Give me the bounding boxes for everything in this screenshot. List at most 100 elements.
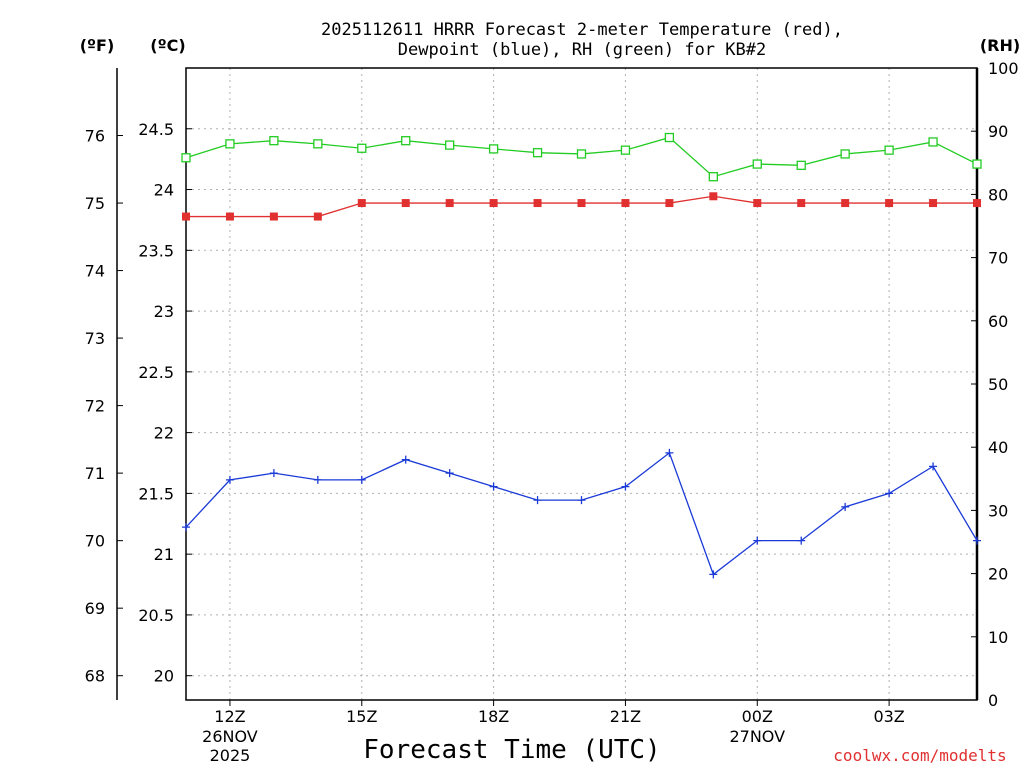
fahrenheit-tick-label: 70 — [85, 532, 105, 551]
x-tick-date: 27NOV — [729, 727, 785, 746]
temperature-point — [577, 199, 586, 208]
grid — [186, 68, 977, 700]
fahrenheit-tick-label: 72 — [85, 397, 105, 416]
rh-tick-label: 50 — [988, 375, 1008, 394]
plot-frame — [185, 67, 978, 701]
temperature-point — [973, 199, 981, 208]
x-tick-label: 15Z — [346, 707, 377, 726]
rh-point — [752, 159, 762, 169]
rh-tick-label: 40 — [988, 438, 1008, 457]
dewpoint-line — [185, 451, 978, 576]
fahrenheit-tick-label: 73 — [85, 329, 105, 348]
dewpoint-point — [225, 475, 234, 484]
rh-point — [620, 145, 631, 155]
rh-point — [313, 139, 323, 149]
rh-point — [576, 149, 587, 159]
dewpoint-point — [929, 462, 938, 471]
temperature-point — [357, 199, 366, 208]
fahrenheit-tick-label: 75 — [85, 194, 105, 213]
dewpoint-point — [445, 469, 454, 478]
rh-point — [181, 153, 191, 163]
fahrenheit-tick-label: 68 — [85, 667, 105, 686]
rh-tick-label: 90 — [988, 122, 1008, 141]
temperature-point — [797, 199, 806, 208]
dewpoint-point — [489, 482, 498, 491]
celsius-tick-label: 22 — [154, 424, 174, 443]
dewpoint-point — [533, 496, 542, 505]
dewpoint-point — [577, 496, 586, 505]
rh-point — [225, 139, 235, 149]
temperature-point — [709, 192, 718, 201]
rh-tick-label: 10 — [988, 628, 1008, 647]
credit-link[interactable]: coolwx.com/modelts — [833, 746, 1006, 765]
dewpoint-point — [665, 448, 674, 457]
temperature-point — [489, 199, 498, 208]
fahrenheit-unit-label: (ºF) — [80, 36, 115, 55]
rh-point — [532, 148, 543, 158]
rh-point — [708, 172, 718, 182]
celsius-tick-label: 23.5 — [138, 241, 174, 260]
temperature-point — [753, 199, 762, 208]
x-tick-label: 12Z — [214, 707, 245, 726]
temperature-point — [885, 199, 894, 208]
temperature-point — [929, 199, 938, 208]
rh-point — [269, 136, 279, 146]
rh-tick-label: 30 — [988, 501, 1008, 520]
x-tick-label: 21Z — [610, 707, 641, 726]
rh-point — [928, 137, 938, 147]
x-tick-label: 00Z — [742, 707, 773, 726]
rh-point — [884, 145, 894, 155]
rh-point — [796, 160, 806, 170]
fahrenheit-tick-label: 76 — [85, 127, 105, 146]
rh-point — [840, 149, 850, 159]
temperature-point — [445, 199, 454, 208]
celsius-unit-label: (ºC) — [150, 36, 185, 55]
rh-tick-label: 70 — [988, 249, 1008, 268]
x-axis-title: Forecast Time (UTC) — [363, 735, 660, 765]
temperature-point — [313, 212, 322, 221]
dewpoint-point — [885, 489, 894, 498]
rh-point — [664, 132, 675, 143]
celsius-tick-label: 24.5 — [138, 120, 174, 139]
chart-title-line1: 2025112611 HRRR Forecast 2-meter Tempera… — [321, 20, 843, 40]
dewpoint-point — [357, 475, 366, 484]
dewpoint-point — [182, 523, 190, 532]
x-tick-date: 26NOV — [202, 727, 258, 746]
celsius-tick-label: 21.5 — [138, 484, 174, 503]
x-tick-year: 2025 — [210, 746, 251, 765]
dewpoint-point — [797, 536, 806, 545]
rh-tick-label: 0 — [988, 691, 998, 710]
rh-tick-label: 80 — [988, 185, 1008, 204]
temperature-point — [269, 212, 278, 221]
dewpoint-point — [269, 469, 278, 478]
dewpoint-point — [621, 482, 630, 491]
dewpoint-point — [709, 570, 718, 579]
rh-tick-label: 100 — [988, 59, 1019, 78]
celsius-tick-label: 20.5 — [138, 606, 174, 625]
temperature-point — [533, 199, 542, 208]
dewpoint-point — [753, 536, 762, 545]
rh-point — [401, 136, 411, 146]
chart-title-line2: Dewpoint (blue), RH (green) for KB#2 — [398, 40, 766, 60]
rh-point — [445, 140, 455, 150]
celsius-tick-label: 20 — [154, 667, 174, 686]
celsius-tick-label: 24 — [154, 181, 174, 200]
temperature-point — [665, 199, 674, 208]
x-tick-label: 18Z — [478, 707, 509, 726]
temperature-point — [841, 199, 850, 208]
fahrenheit-tick-label: 69 — [85, 599, 105, 618]
rh-unit-label: (RH) — [980, 36, 1020, 55]
temperature-point — [401, 199, 410, 208]
series — [181, 132, 982, 579]
rh-point — [972, 159, 982, 169]
dewpoint-point — [973, 536, 981, 545]
celsius-tick-label: 22.5 — [138, 363, 174, 382]
rh-point — [357, 143, 367, 153]
fahrenheit-tick-label: 74 — [85, 262, 105, 281]
x-tick-label: 03Z — [873, 707, 904, 726]
celsius-tick-label: 23 — [154, 302, 174, 321]
rh-point — [488, 144, 499, 154]
rh-tick-label: 60 — [988, 312, 1008, 331]
